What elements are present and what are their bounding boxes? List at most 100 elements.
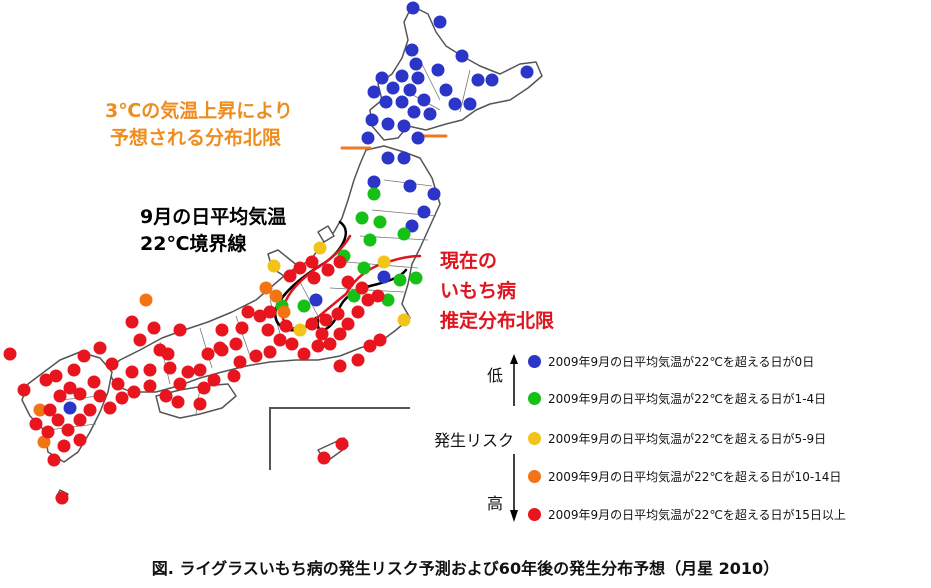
station-dot-red (147, 321, 161, 335)
station-dot-yellow (293, 323, 307, 337)
station-dot-red (233, 355, 247, 369)
station-dot-red (201, 347, 215, 361)
station-dot-blue (381, 151, 395, 165)
station-dot-red (193, 397, 207, 411)
station-dot-red (103, 401, 117, 415)
station-dot-yellow (397, 313, 411, 327)
station-dot-yellow (267, 259, 281, 273)
station-dot-red (3, 347, 17, 361)
station-dot-red (55, 491, 69, 505)
station-dot-red (371, 289, 385, 303)
station-dot-blue (520, 65, 534, 79)
station-dots (3, 1, 534, 505)
station-dot-red (171, 395, 185, 409)
station-dot-green (297, 299, 311, 313)
isotherm-callout: 9月の日平均気温 22℃境界線 (140, 204, 286, 258)
station-dot-blue (403, 179, 417, 193)
legend-item-label: 2009年9月の日平均気温が22℃を超える日が0日 (548, 354, 815, 369)
station-dot-red (215, 343, 229, 357)
station-dot-green (363, 233, 377, 247)
station-dot-red (351, 353, 365, 367)
station-dot-green (347, 289, 361, 303)
station-dot-red (215, 323, 229, 337)
station-dot-red (143, 379, 157, 393)
station-dot-red (143, 363, 157, 377)
legend-item: 2009年9月の日平均気温が22℃を超える日が10-14日 (528, 465, 841, 487)
station-dot-green (367, 187, 381, 201)
legend-dot-yellow (528, 431, 541, 445)
station-dot-red (105, 357, 119, 371)
station-dot-blue (455, 49, 469, 63)
station-dot-yellow (377, 255, 391, 269)
station-dot-red (29, 417, 43, 431)
risk-low-label: 低 (487, 366, 504, 385)
legend-item-label: 2009年9月の日平均気温が22℃を超える日が15日以上 (548, 507, 846, 522)
station-dot-red (305, 255, 319, 269)
station-dot-red (49, 369, 63, 383)
station-dot-red (333, 327, 347, 341)
station-dot-blue (361, 131, 375, 145)
station-dot-red (63, 381, 77, 395)
risk-high-label: 高 (487, 494, 504, 513)
station-dot-red (83, 403, 97, 417)
station-dot-red (125, 315, 139, 329)
station-dot-red (115, 391, 129, 405)
station-dot-red (127, 385, 141, 399)
station-dot-red (333, 255, 347, 269)
isotherm-text-1: 9月の日平均気温 (140, 206, 287, 228)
station-dot-red (181, 365, 195, 379)
station-dot-red (39, 373, 53, 387)
station-dot-red (319, 313, 333, 327)
future-limit-text-1: 3℃の気温上昇により (105, 100, 293, 122)
station-dot-blue (405, 43, 419, 57)
station-dot-blue (439, 83, 453, 97)
station-dot-green (409, 271, 423, 285)
station-dot-red (51, 413, 65, 427)
station-dot-red (93, 389, 107, 403)
station-dot-orange (277, 305, 291, 319)
station-dot-red (315, 327, 329, 341)
station-dot-red (311, 339, 325, 353)
station-dot-blue (448, 97, 462, 111)
isotherm-text-2: 22℃境界線 (140, 233, 247, 255)
station-dot-red (111, 377, 125, 391)
station-dot-blue (403, 83, 417, 97)
station-dot-orange (269, 289, 283, 303)
station-dot-blue (397, 119, 411, 133)
station-dot-blue (406, 1, 420, 15)
legend-dot-red (528, 507, 541, 521)
station-dot-blue (433, 15, 447, 29)
station-dot-blue (386, 81, 400, 95)
station-dot-blue (395, 95, 409, 109)
station-dot-blue (63, 401, 77, 415)
station-dot-red (373, 333, 387, 347)
station-dot-red (125, 365, 139, 379)
station-dot-red (67, 363, 81, 377)
station-dot-blue (417, 93, 431, 107)
station-dot-red (249, 349, 263, 363)
risk-title-label: 発生リスク (434, 431, 515, 450)
station-dot-red (253, 309, 267, 323)
station-dot-red (61, 423, 75, 437)
station-dot-red (73, 413, 87, 427)
station-dot-blue (411, 71, 425, 85)
legend-item: 2009年9月の日平均気温が22℃を超える日が15日以上 (528, 503, 846, 525)
station-dot-red (297, 347, 311, 361)
legend-item-label: 2009年9月の日平均気温が22℃を超える日が5-9日 (548, 431, 827, 446)
station-dot-red (323, 337, 337, 351)
station-dot-red (17, 383, 31, 397)
station-dot-red (305, 317, 319, 331)
station-dot-red (207, 373, 221, 387)
station-dot-blue (407, 105, 421, 119)
station-dot-green (357, 261, 371, 275)
station-dot-red (261, 323, 275, 337)
station-dot-blue (377, 270, 391, 284)
station-dot-green (393, 273, 407, 287)
station-dot-blue (427, 187, 441, 201)
station-dot-blue (409, 57, 423, 71)
legend-item: 2009年9月の日平均気温が22℃を超える日が0日 (528, 350, 814, 372)
station-dot-red (263, 345, 277, 359)
okinawa-inset-frame (269, 407, 410, 470)
current-limit-text-1: 現在の (440, 250, 498, 272)
